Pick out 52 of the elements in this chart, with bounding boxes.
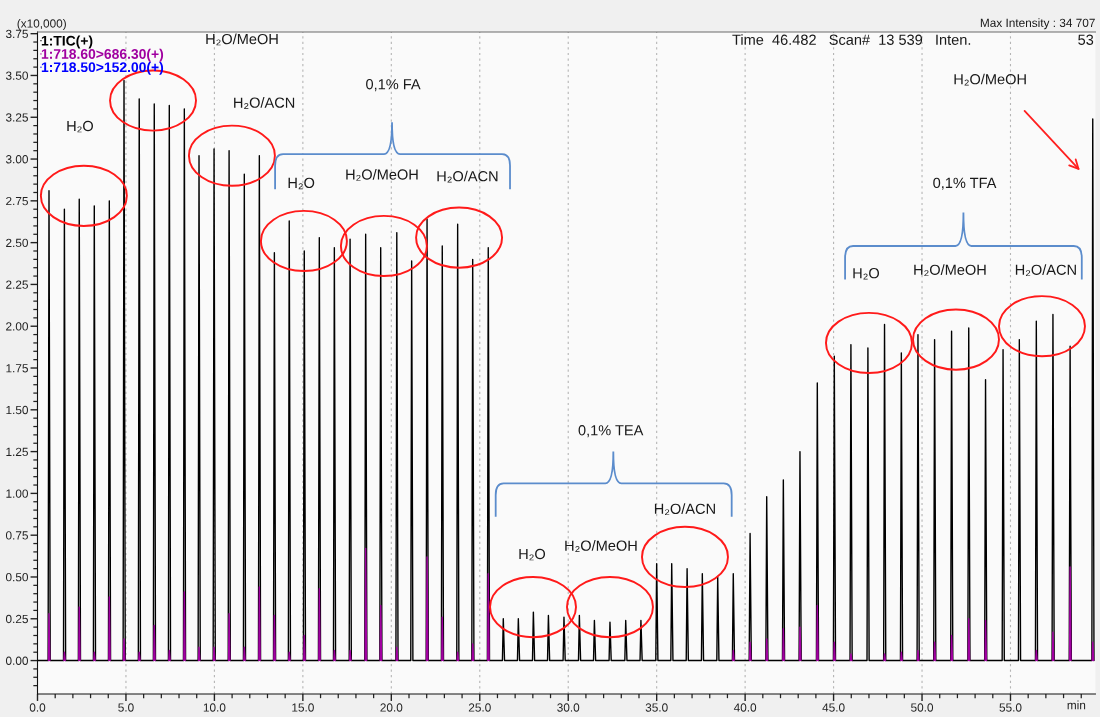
y-tick-label: 0.00 (5, 656, 29, 665)
y-axis-title: (x10,000) (17, 19, 66, 31)
x-tick-label: 25.0 (468, 703, 491, 712)
x-tick-label: 10.0 (203, 703, 226, 712)
annotation: H₂O/ACN (437, 170, 498, 183)
annotation: H₂O/MeOH (954, 73, 1026, 86)
annotation: 0,1% TEA (578, 425, 644, 438)
x-tick-label: 40.0 (733, 703, 757, 712)
y-tick-label: 3.50 (5, 71, 29, 80)
y-tick-label: 3.25 (5, 113, 28, 122)
legend-label: 1:TIC(+) (41, 35, 93, 49)
y-tick-label: 0.75 (5, 531, 28, 540)
x-tick-label: 30.0 (557, 703, 580, 712)
annotation: 0,1% TFA (933, 177, 997, 190)
annotation: Time 46.482 Scan# 13 539 Inten. (732, 34, 971, 45)
annotation: 0,1% FA (366, 79, 421, 92)
x-tick-label: 35.0 (645, 703, 668, 712)
x-tick-label: 55.0 (999, 703, 1022, 712)
annotation: H₂O/ACN (234, 97, 295, 109)
y-tick-label: 2.25 (6, 280, 28, 289)
annotation: H₂O/MeOH (346, 168, 418, 181)
x-tick-label: 0.0 (29, 703, 46, 712)
annotation: H₂O (519, 548, 546, 561)
y-tick-label: 1.25 (6, 447, 28, 456)
y-tick-label: 1.75 (6, 364, 28, 373)
annotation: H₂O (288, 177, 315, 190)
x-axis-title: min (1067, 700, 1086, 710)
y-tick-label: 0.25 (5, 614, 28, 624)
annotation: H₂O/MeOH (206, 33, 278, 46)
annotation: H₂O (67, 120, 93, 133)
y-tick-label: 3.00 (5, 155, 29, 164)
legend-label: 1:718.50>152.00(+) (41, 61, 164, 75)
legend-label: 1:718.60>686.30(+) (41, 48, 164, 62)
x-tick-label: 45.0 (822, 703, 845, 712)
annotation: H₂O (853, 268, 880, 280)
y-tick-label: 2.00 (6, 322, 29, 331)
y-tick-label: 2.50 (6, 238, 29, 248)
x-tick-label: 5.0 (118, 703, 134, 712)
annotation: H₂O/MeOH (914, 264, 986, 277)
text: Max Intensity : 34 707 (980, 18, 1095, 30)
annotation: H₂O/ACN (654, 503, 715, 516)
annotation: H₂O/ACN (1015, 264, 1076, 277)
x-tick-label: 50.0 (911, 703, 934, 712)
y-tick-label: 0.50 (5, 573, 29, 582)
x-tick-label: 20.0 (380, 703, 403, 712)
y-tick-label: 1.00 (6, 489, 29, 498)
y-tick-label: 3.75 (5, 29, 28, 39)
annotation: H₂O/MeOH (565, 540, 637, 552)
annotation: 53 (1078, 34, 1094, 45)
y-tick-label: 1.50 (6, 405, 29, 415)
y-tick-label: 2.75 (6, 196, 28, 206)
x-tick-label: 15.0 (292, 703, 314, 712)
